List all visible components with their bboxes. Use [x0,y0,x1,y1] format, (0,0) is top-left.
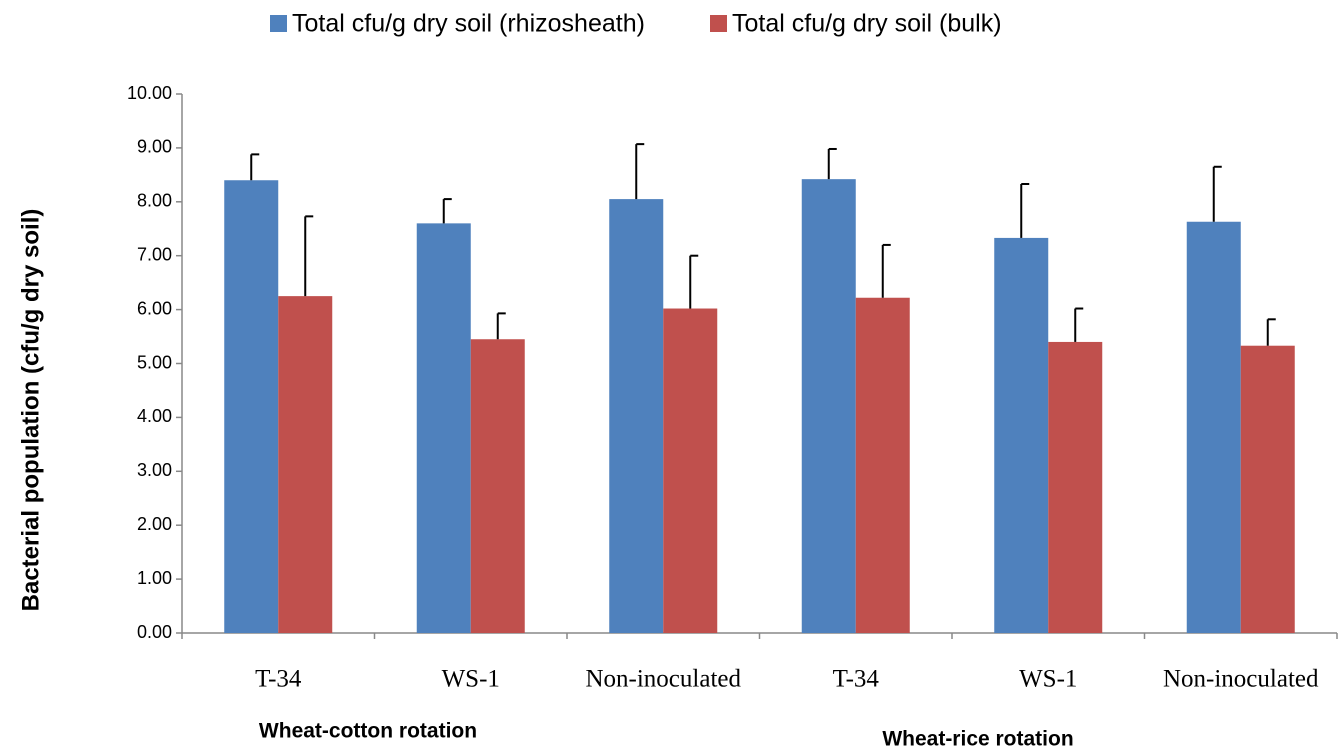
error-bar [442,198,452,224]
legend-swatch [270,15,287,32]
bar [224,180,279,634]
error-bar [1266,318,1276,346]
y-tick-label: 0.00 [137,622,172,642]
bar [470,339,525,633]
x-tick-label: T-34 [255,666,302,693]
bar [1186,221,1241,634]
error-bar [827,147,837,180]
x-tick-label: T-34 [833,666,880,693]
bar [801,179,856,634]
bar [609,199,664,634]
x-tick-label: WS-1 [1019,666,1077,693]
bar [416,223,471,634]
bar [278,296,333,633]
error-bar [881,243,891,298]
error-bar [1020,183,1030,238]
legend-swatch [710,15,727,32]
y-tick-label: 9.00 [137,137,172,157]
legend-label: Total cfu/g dry soil (rhizosheath) [292,10,645,38]
bar [1048,341,1103,633]
y-tick-label: 1.00 [137,568,172,588]
bar [994,237,1049,633]
y-tick-label: 8.00 [137,191,172,211]
y-tick-label: 4.00 [137,406,172,426]
error-bar [496,312,506,340]
y-tick-label: 3.00 [137,460,172,480]
x-tick-label: WS-1 [442,666,500,693]
y-tick-label: 7.00 [137,244,172,264]
bar [855,297,910,633]
error-bar [304,215,314,297]
group-label: Wheat-cotton rotation [259,720,477,743]
y-tick-label: 2.00 [137,514,172,534]
y-axis-label: Bacterial population (cfu/g dry soil) [17,209,44,612]
x-tick-label: Non-inoculated [585,666,741,693]
bar [663,308,718,633]
error-bar [689,254,699,309]
y-tick-label: 10.00 [127,83,172,103]
error-bar [250,153,260,181]
error-bar [635,143,645,200]
legend-label: Total cfu/g dry soil (bulk) [732,10,1002,38]
error-bar [1212,165,1222,222]
x-tick-label: Non-inoculated [1163,666,1319,693]
error-bar [1074,307,1084,342]
group-label: Wheat-rice rotation [882,728,1073,751]
bar [1240,345,1295,633]
y-tick-label: 5.00 [137,352,172,372]
y-tick-label: 6.00 [137,298,172,318]
